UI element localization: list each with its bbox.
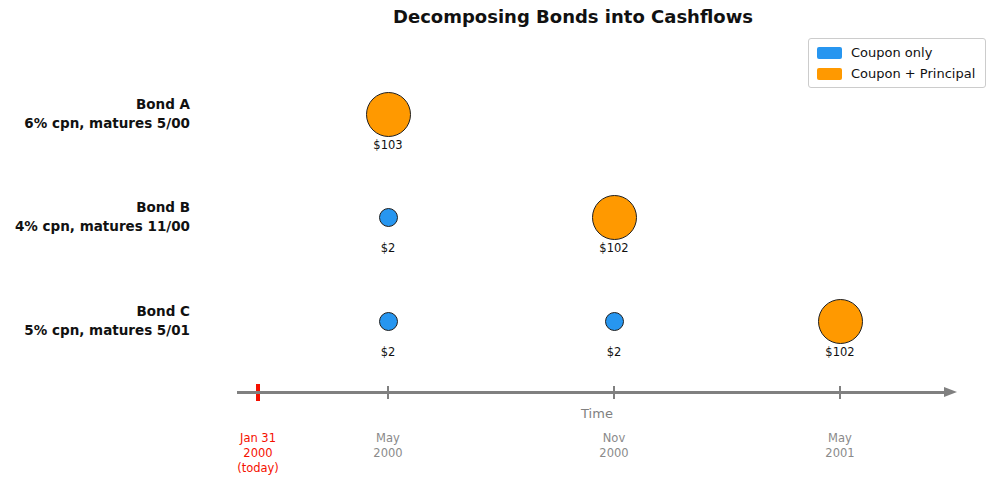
tick-label-line: Jan 31 [208,431,308,446]
legend-item-coupon-plus-principal: Coupon + Principal [817,66,975,81]
tick-label-line: 2000 [338,446,438,461]
bond-row-label: Bond A6% cpn, matures 5/00 [0,95,190,133]
axis-tick-label: May2001 [790,431,890,461]
bond-name: Bond A [0,95,190,114]
legend-label: Coupon + Principal [851,66,975,81]
axis-label-time: Time [537,406,657,421]
cashflow-amount-label: $2 [348,345,428,359]
tick-label-line: 2001 [790,446,890,461]
axis-arrow-icon [944,387,957,397]
tick-label-line: 2000 [208,446,308,461]
tick-label-line: May [790,431,890,446]
cashflow-bubble [605,312,624,331]
bond-row-label: Bond C5% cpn, matures 5/01 [0,302,190,340]
chart-title: Decomposing Bonds into Cashflows [190,6,956,27]
time-axis-line [237,391,947,394]
cashflow-bubble [366,92,411,137]
tick-label-line: 2000 [564,446,664,461]
legend-item-coupon-only: Coupon only [817,45,975,60]
cashflow-bubble [379,208,398,227]
bond-name: Bond C [0,302,190,321]
cashflow-bubble [592,195,637,240]
axis-tick-label: May2000 [338,431,438,461]
cashflow-amount-label: $2 [574,345,654,359]
bond-cashflow-chart: Decomposing Bonds into Cashflows Coupon … [0,0,988,486]
bond-detail: 5% cpn, matures 5/01 [0,321,190,340]
coupon-only-swatch-icon [817,47,842,59]
cashflow-bubble [818,299,863,344]
legend: Coupon only Coupon + Principal [808,38,986,88]
tick-label-line: (today) [208,461,308,476]
tick-label-line: May [338,431,438,446]
bond-detail: 6% cpn, matures 5/00 [0,114,190,133]
legend-label: Coupon only [851,45,932,60]
axis-tick-label-today: Jan 312000(today) [208,431,308,476]
cashflow-amount-label: $102 [800,345,880,359]
bond-row-label: Bond B4% cpn, matures 11/00 [0,198,190,236]
coupon-plus-principal-swatch-icon [817,68,842,80]
tick-label-line: Nov [564,431,664,446]
cashflow-amount-label: $2 [348,241,428,255]
bond-name: Bond B [0,198,190,217]
cashflow-bubble [379,312,398,331]
cashflow-amount-label: $103 [348,138,428,152]
bond-detail: 4% cpn, matures 11/00 [0,217,190,236]
axis-tick-label: Nov2000 [564,431,664,461]
cashflow-amount-label: $102 [574,241,654,255]
